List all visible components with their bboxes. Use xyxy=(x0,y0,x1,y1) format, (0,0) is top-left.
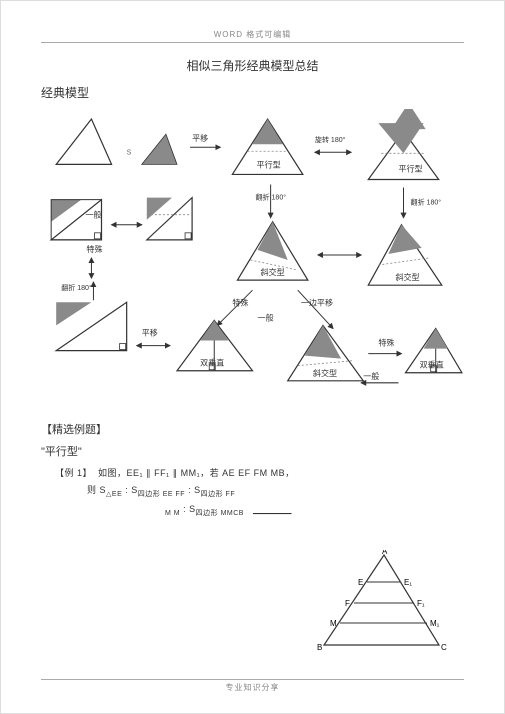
svg-text:特殊: 特殊 xyxy=(232,297,248,307)
page-footer: 专业知识分享 xyxy=(41,679,464,693)
svg-text:旋转 180°: 旋转 180° xyxy=(315,135,346,144)
example-section-heading: 【精选例题】 xyxy=(41,421,464,437)
svg-text:F: F xyxy=(345,599,350,608)
svg-text:C: C xyxy=(441,643,447,652)
example-1: 【例 1】 如图，EE₁ ∥ FF₁ ∥ MM₁，若 AE EF FM MB， … xyxy=(41,465,464,520)
svg-text:B: B xyxy=(317,643,322,652)
svg-text:A: A xyxy=(382,550,388,556)
svg-text:E: E xyxy=(358,578,363,587)
svg-text:翻折 180°: 翻折 180° xyxy=(61,283,92,292)
page-header: WORD 格式可编辑 xyxy=(41,29,464,43)
svg-text:M: M xyxy=(330,619,337,628)
svg-text:双垂直: 双垂直 xyxy=(420,360,444,370)
svg-text:斜交型: 斜交型 xyxy=(395,272,419,282)
classic-model-heading: 经典模型 xyxy=(41,84,464,101)
svg-text:斜交型: 斜交型 xyxy=(313,368,337,378)
svg-text:双垂直: 双垂直 xyxy=(200,358,224,368)
svg-text:E₁: E₁ xyxy=(404,578,412,587)
doc-title: 相似三角形经典模型总结 xyxy=(41,57,464,74)
svg-text:平行型: 平行型 xyxy=(257,159,281,169)
svg-text:平移: 平移 xyxy=(142,328,158,338)
svg-text:斜交型: 斜交型 xyxy=(261,267,285,277)
label-pingyi: 平移 xyxy=(192,133,208,143)
parallel-type-label: "平行型" xyxy=(41,443,464,459)
example-triangle: A B C E E₁ F F₁ M M₁ xyxy=(314,550,449,655)
svg-text:特殊: 特殊 xyxy=(86,244,102,254)
svg-text:翻折 180°: 翻折 180° xyxy=(411,198,442,207)
svg-text:一般: 一般 xyxy=(85,210,101,220)
svg-text:一般: 一般 xyxy=(258,312,274,322)
svg-text:平行型: 平行型 xyxy=(398,163,422,173)
svg-text:一般: 一般 xyxy=(363,371,379,381)
svg-text:F₁: F₁ xyxy=(417,599,425,608)
svg-text:S: S xyxy=(127,149,132,156)
svg-text:M₁: M₁ xyxy=(430,619,440,628)
svg-text:特殊: 特殊 xyxy=(378,338,394,348)
model-diagram: S 平移 平行型 旋转 180° 平行型 翻折 180° xyxy=(41,109,464,411)
